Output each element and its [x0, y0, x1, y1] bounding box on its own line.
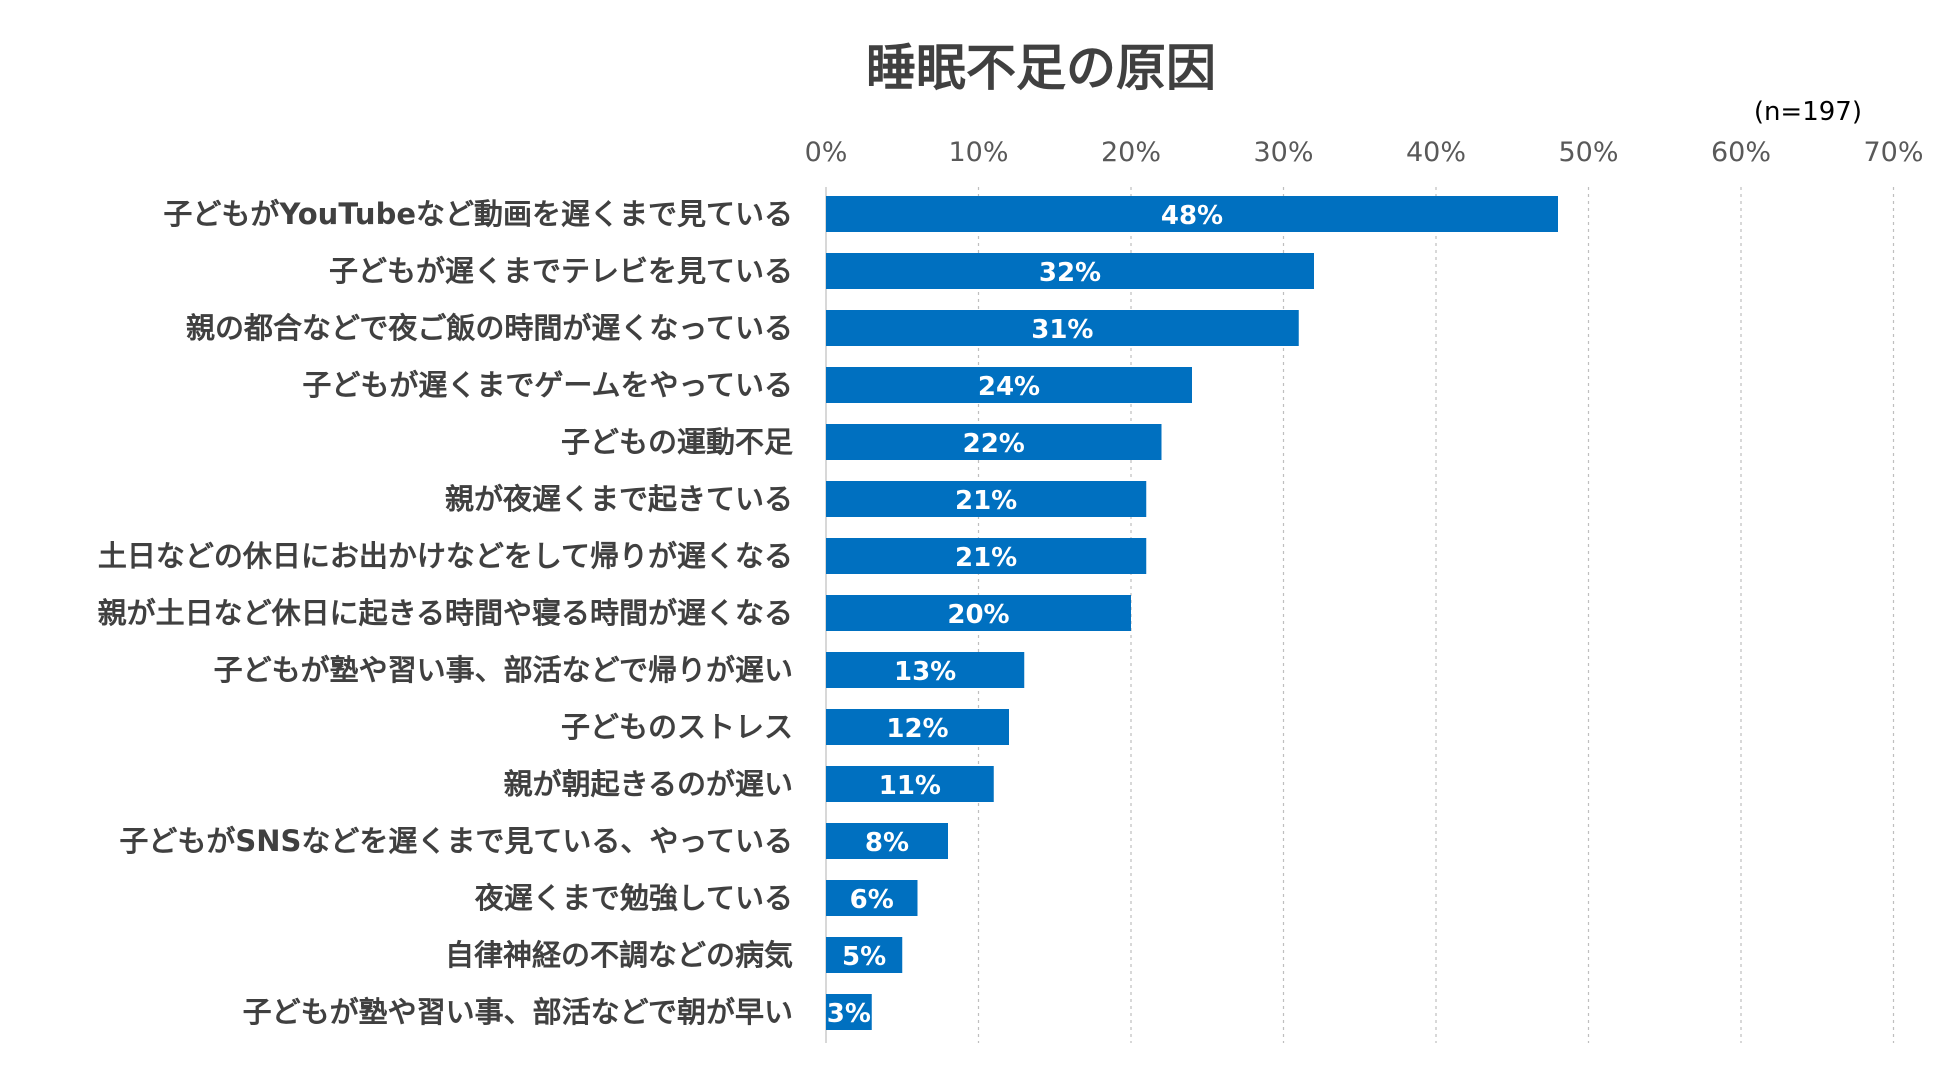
chart-title: 睡眠不足の原因 — [866, 39, 1216, 97]
data-label: 24% — [978, 372, 1040, 402]
data-label: 22% — [963, 429, 1025, 459]
bar — [826, 652, 1025, 688]
data-label: 13% — [894, 657, 956, 687]
x-tick-label: 30% — [1253, 137, 1313, 168]
category-label: 土日などの休日にお出かけなどをして帰りが遅くなる — [98, 539, 793, 573]
bar — [826, 937, 903, 973]
category-label: 子どもが塾や習い事、部活などで帰りが遅い — [214, 653, 793, 687]
bar — [826, 253, 1314, 289]
data-label: 11% — [879, 771, 941, 801]
category-labels: 子どもがYouTubeなど動画を遅くまで見ている子どもが遅くまでテレビを見ている… — [98, 197, 793, 1029]
data-label: 31% — [1031, 315, 1093, 345]
bar — [826, 538, 1147, 574]
bar — [826, 823, 948, 859]
data-label: 21% — [955, 486, 1017, 516]
category-label: 親が夜遅くまで起きている — [445, 482, 793, 516]
x-tick-label: 50% — [1558, 137, 1618, 168]
x-tick-label: 20% — [1101, 137, 1161, 168]
data-label: 12% — [886, 714, 948, 744]
bar — [826, 766, 994, 802]
data-label: 32% — [1039, 258, 1101, 288]
category-label: 子どもがSNSなどを遅くまで見ている、やっている — [119, 824, 793, 858]
x-tick-label: 70% — [1863, 137, 1923, 168]
data-label: 48% — [1161, 201, 1223, 231]
x-tick-label: 0% — [805, 137, 848, 168]
category-label: 夜遅くまで勉強している — [474, 881, 793, 915]
category-label: 子どもが遅くまでゲームをやっている — [302, 368, 793, 402]
data-label: 3% — [827, 999, 871, 1029]
category-label: 自律神経の不調などの病気 — [445, 938, 793, 972]
category-label: 子どもの運動不足 — [561, 425, 793, 459]
category-label: 子どものストレス — [561, 710, 793, 744]
bar — [826, 310, 1299, 346]
data-label: 21% — [955, 543, 1017, 573]
bar — [826, 994, 872, 1030]
category-label: 親が土日など休日に起きる時間や寝る時間が遅くなる — [98, 596, 793, 630]
category-label: 子どもがYouTubeなど動画を遅くまで見ている — [163, 197, 793, 231]
category-label: 子どもが塾や習い事、部活などで朝が早い — [243, 995, 793, 1029]
x-tick-label: 60% — [1711, 137, 1771, 168]
bar — [826, 880, 918, 916]
bar — [826, 709, 1009, 745]
bar — [826, 196, 1558, 232]
sample-size-note: (n=197) — [1754, 97, 1862, 127]
bar — [826, 481, 1147, 517]
data-labels: 48% 32% 31% 24% 22% 21% 21% 20% 13% 12% 11% 8% 6% 5% 3… — [827, 201, 1223, 1029]
category-label: 親が朝起きるのが遅い — [504, 767, 793, 801]
x-axis-tick-labels: 0% 10% 20% 30% 40% 50% 60% 70% — [805, 137, 1924, 168]
data-label: 20% — [947, 600, 1009, 630]
bars — [826, 196, 1558, 1030]
bar — [826, 424, 1162, 460]
data-label: 5% — [842, 942, 886, 972]
x-tick-label: 40% — [1406, 137, 1466, 168]
data-label: 8% — [865, 828, 909, 858]
category-label: 子どもが遅くまでテレビを見ている — [329, 254, 793, 288]
category-label: 親の都合などで夜ご飯の時間が遅くなっている — [186, 311, 793, 345]
x-tick-label: 10% — [948, 137, 1008, 168]
bar — [826, 367, 1192, 403]
data-label: 6% — [850, 885, 894, 915]
bar — [826, 595, 1131, 631]
